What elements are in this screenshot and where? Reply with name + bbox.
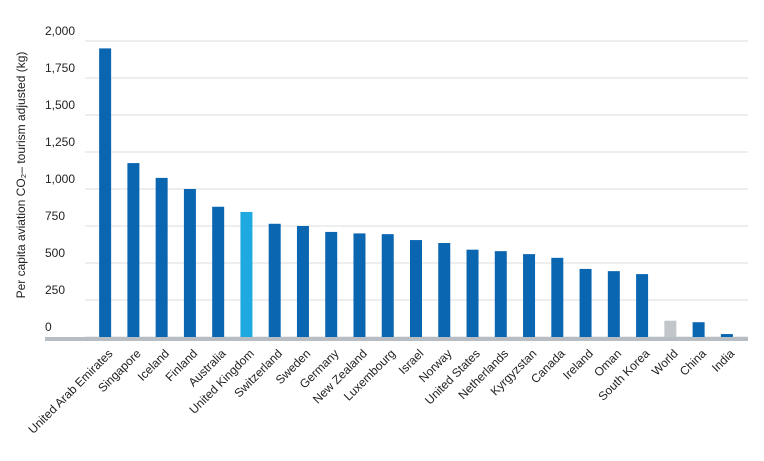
bar (325, 231, 338, 337)
bar (99, 48, 112, 338)
y-tick-label: 2,000 (45, 24, 75, 38)
bar (381, 234, 394, 337)
x-axis-baseline (45, 337, 748, 341)
x-tick-label: India (709, 346, 738, 375)
bar (692, 322, 705, 337)
y-tick-label: 1,000 (45, 172, 75, 186)
y-axis-title: Per capita aviation CO₂– tourism adjuste… (14, 52, 28, 299)
bar (607, 271, 620, 337)
y-tick-label: 1,250 (45, 135, 75, 149)
bar (720, 334, 733, 337)
bar (296, 226, 309, 337)
bar (438, 243, 451, 337)
bar (579, 268, 592, 337)
bar (240, 211, 253, 337)
bar (353, 233, 366, 337)
bar (212, 206, 225, 337)
bar (523, 254, 536, 337)
bar (155, 177, 168, 337)
y-tick-label: 1,500 (45, 98, 75, 112)
bar (183, 189, 196, 337)
bar (494, 251, 507, 337)
bar (636, 274, 649, 337)
bar (466, 249, 479, 337)
bar (268, 223, 281, 337)
bar (127, 163, 140, 337)
x-tick-label: World (649, 346, 681, 378)
y-tick-label: 500 (45, 246, 65, 260)
y-tick-label: 1,750 (45, 61, 75, 75)
y-tick-label: 0 (45, 320, 52, 334)
bar (664, 320, 677, 337)
y-tick-label: 250 (45, 283, 65, 297)
x-tick-label: Ireland (560, 346, 596, 382)
y-tick-label: 750 (45, 209, 65, 223)
bar (551, 257, 564, 337)
bar (410, 240, 422, 337)
x-tick-label: China (677, 346, 709, 378)
